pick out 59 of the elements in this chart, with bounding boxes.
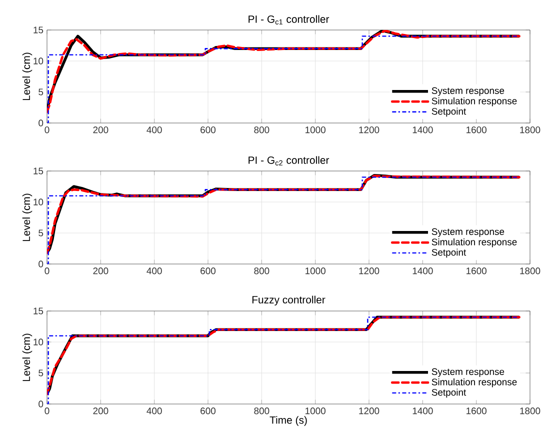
x-tick-label: 600: [200, 268, 216, 274]
legend-label: System response: [432, 368, 504, 377]
x-tick-label: 1600: [466, 408, 486, 414]
legend-label: Simulation response: [432, 97, 517, 106]
chart-title: PI - G$_{c2}$ controller: [248, 156, 330, 166]
x-tick-label: 1600: [466, 126, 486, 134]
y-tick-label: 10: [34, 338, 44, 346]
line-series: [47, 36, 520, 123]
x-tick-label: 200: [93, 268, 108, 274]
x-tick-label: 1800: [520, 408, 540, 414]
x-tick-label: 800: [254, 408, 270, 414]
x-tick-label: 1200: [359, 126, 380, 134]
x-tick-label: 400: [146, 408, 162, 414]
x-tick-label: 800: [254, 126, 270, 134]
x-tick-label: 1000: [306, 408, 326, 414]
y-axis-title: Level (cm): [22, 194, 32, 242]
y-tick-label: 15: [34, 308, 44, 314]
legend-label: Simulation response: [432, 378, 517, 388]
legend-label: Simulation response: [432, 238, 517, 248]
y-tick-label: 5: [38, 88, 44, 96]
legend-label: System response: [432, 87, 504, 96]
y-tick-label: 10: [34, 58, 44, 64]
chart-title: Fuzzy controller: [252, 296, 326, 306]
x-tick-label: 1200: [359, 268, 380, 274]
x-tick-label: 400: [146, 268, 162, 274]
legend-label: System response: [432, 228, 504, 237]
x-tick-label: 600: [200, 408, 216, 414]
x-tick-label: 0: [44, 408, 50, 414]
x-tick-label: 1800: [520, 268, 540, 274]
x-tick-label: 0: [44, 268, 50, 274]
legend-label: Setpoint: [432, 108, 466, 117]
y-tick-label: 15: [34, 168, 44, 174]
x-tick-label: 0: [44, 126, 50, 134]
y-tick-label: 10: [34, 198, 44, 206]
x-axis-title: Time (s): [270, 416, 307, 426]
y-tick-label: 0: [38, 400, 44, 408]
x-tick-label: 800: [254, 268, 270, 274]
y-axis-title: Level (cm): [22, 52, 32, 100]
legend-label: Setpoint: [432, 248, 466, 258]
y-tick-label: 5: [38, 230, 44, 236]
y-tick-label: 15: [34, 26, 44, 34]
x-tick-label: 1600: [466, 268, 486, 274]
x-tick-label: 400: [146, 126, 162, 134]
y-tick-label: 0: [38, 260, 44, 268]
x-tick-label: 1400: [412, 408, 433, 414]
x-tick-label: 1400: [412, 268, 433, 274]
y-axis-title: Level (cm): [22, 334, 32, 382]
x-tick-label: 1400: [412, 126, 433, 134]
legend-label: Setpoint: [432, 388, 466, 398]
x-tick-label: 200: [93, 408, 108, 414]
x-tick-label: 1000: [306, 126, 326, 134]
x-tick-label: 1200: [359, 408, 380, 414]
x-tick-label: 1000: [306, 268, 326, 274]
y-tick-label: 0: [38, 120, 44, 126]
y-tick-label: 5: [38, 370, 44, 376]
x-tick-label: 200: [93, 126, 108, 134]
x-tick-label: 1800: [520, 126, 540, 134]
chart-title: PI - G$_{c1}$ controller: [248, 15, 330, 24]
x-tick-label: 600: [200, 126, 216, 134]
